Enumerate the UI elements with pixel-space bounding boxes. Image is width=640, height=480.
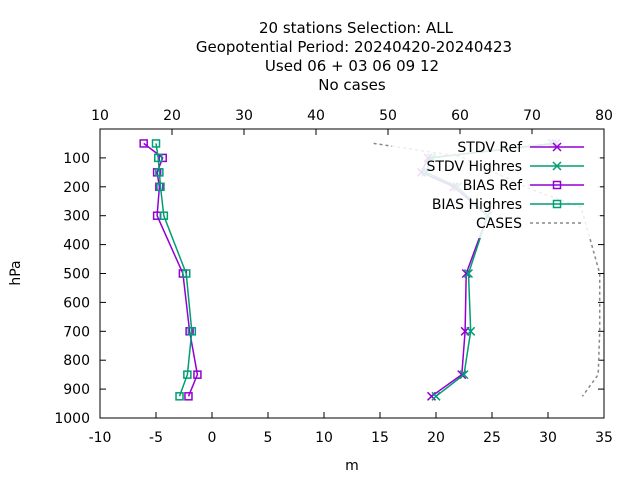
data-point bbox=[181, 269, 191, 278]
chart-titles: 20 stations Selection: ALL Geopotential … bbox=[196, 19, 512, 94]
legend-background bbox=[392, 134, 600, 238]
y-tick-label: 1000 bbox=[54, 411, 90, 427]
y-tick-label: 700 bbox=[63, 324, 90, 340]
chart-title-line-3: Used 06 + 03 06 09 12 bbox=[265, 57, 439, 75]
legend-label: BIAS Highres bbox=[432, 197, 522, 213]
data-point bbox=[153, 153, 163, 163]
x2-tick-label: 20 bbox=[163, 108, 181, 124]
x2-axis-ticks: 10 20 30 40 50 60 70 80 bbox=[91, 108, 613, 135]
legend-label: BIAS Ref bbox=[463, 178, 523, 194]
x-tick-label: 30 bbox=[539, 430, 557, 446]
data-point bbox=[158, 153, 167, 163]
legend: STDV Ref STDV Highres BIAS Ref BIAS Highres… bbox=[392, 134, 600, 238]
data-point bbox=[463, 268, 474, 279]
data-point bbox=[193, 370, 202, 379]
x-tick-label: 20 bbox=[427, 430, 445, 446]
y-tick-label: 900 bbox=[63, 382, 90, 398]
y-axis-ticks: 100 200 300 400 500 600 700 800 900 1000 bbox=[54, 151, 604, 427]
series-line bbox=[155, 143, 193, 397]
legend-label: STDV Ref bbox=[457, 140, 523, 156]
y-tick-label: 400 bbox=[63, 238, 90, 254]
y-tick-label: 500 bbox=[63, 267, 90, 283]
data-point bbox=[459, 370, 469, 380]
x-tick-label: 10 bbox=[315, 430, 333, 446]
data-point bbox=[151, 139, 161, 148]
x2-tick-label: 50 bbox=[379, 108, 397, 124]
series-bias-highres bbox=[151, 139, 197, 401]
y-tick-label: 300 bbox=[63, 209, 90, 225]
series-line bbox=[143, 142, 199, 397]
chart-title-line-4: No cases bbox=[318, 76, 386, 94]
x-axis-ticks: -10 -5 0 5 10 15 20 25 30 35 bbox=[89, 412, 613, 446]
x-axis-label: m bbox=[345, 458, 359, 474]
data-point bbox=[187, 327, 197, 336]
data-point bbox=[155, 168, 164, 177]
x-tick-label: 15 bbox=[371, 430, 389, 446]
data-point bbox=[552, 199, 562, 209]
data-point bbox=[139, 139, 148, 148]
x-tick-label: -10 bbox=[89, 430, 112, 446]
legend-label: STDV Highres bbox=[426, 159, 522, 175]
data-point bbox=[183, 370, 192, 379]
x2-tick-label: 40 bbox=[307, 108, 325, 124]
x-tick-label: 25 bbox=[483, 430, 501, 446]
legend-label: CASES bbox=[476, 216, 522, 232]
x2-tick-label: 30 bbox=[235, 108, 253, 124]
x-tick-label: 35 bbox=[595, 430, 613, 446]
data-point bbox=[426, 391, 437, 401]
x-tick-label: -5 bbox=[149, 430, 163, 446]
x2-tick-label: 80 bbox=[595, 108, 613, 124]
x-tick-label: 5 bbox=[264, 430, 273, 446]
data-point bbox=[159, 211, 169, 220]
data-point bbox=[175, 392, 184, 401]
data-point bbox=[431, 391, 441, 401]
y-tick-label: 600 bbox=[63, 295, 90, 311]
data-point bbox=[552, 142, 562, 152]
data-point bbox=[552, 180, 562, 190]
data-point bbox=[552, 161, 562, 171]
series-bias-ref bbox=[139, 139, 202, 401]
chart-title-line-1: 20 stations Selection: ALL bbox=[259, 19, 454, 37]
x2-tick-label: 70 bbox=[523, 108, 541, 124]
x-tick-label: 0 bbox=[208, 430, 217, 446]
data-point bbox=[466, 326, 476, 336]
x2-tick-label: 60 bbox=[451, 108, 469, 124]
y-tick-label: 100 bbox=[63, 151, 90, 167]
chart-title-line-2: Geopotential Period: 20240420-20240423 bbox=[196, 38, 512, 56]
data-point bbox=[184, 392, 193, 401]
x2-tick-label: 10 bbox=[91, 108, 109, 124]
y-tick-label: 200 bbox=[63, 180, 90, 196]
y-axis-label: hPa bbox=[8, 260, 24, 285]
y-tick-label: 800 bbox=[63, 353, 90, 369]
data-point bbox=[156, 182, 165, 192]
